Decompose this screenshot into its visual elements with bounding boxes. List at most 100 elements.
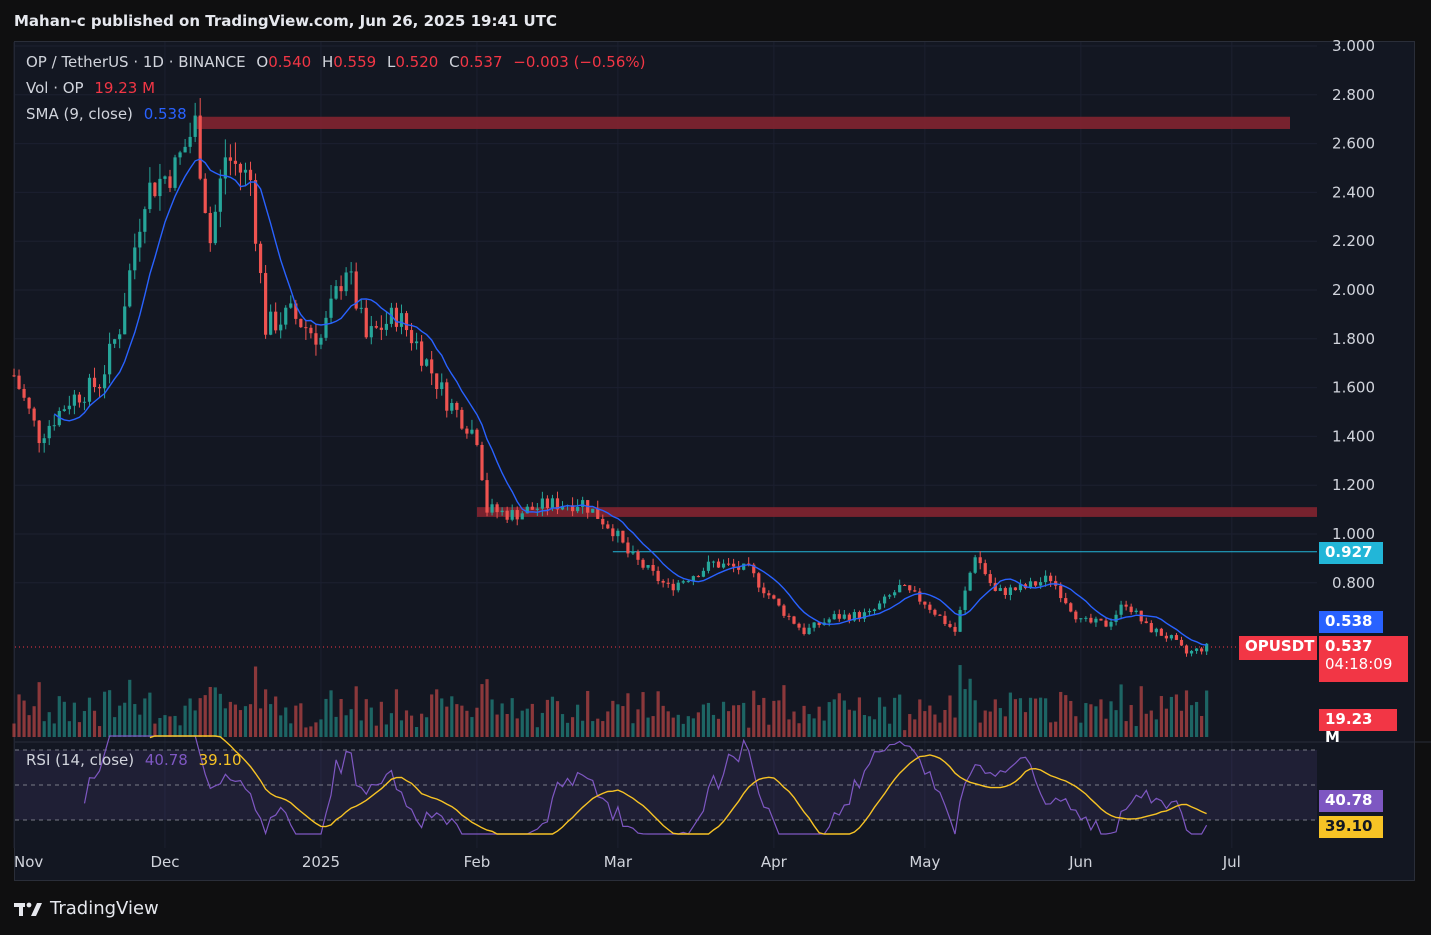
volume-bar [309,726,313,737]
candle-body [661,580,665,583]
candle-body [379,327,383,330]
candle-body [435,373,439,390]
candle-body [1028,581,1033,589]
volume-bar [1054,721,1058,737]
legend-h-label: H [321,53,334,71]
volume-bar [1064,695,1068,737]
candle-body [591,508,595,513]
volume-bar [616,704,620,737]
volume-bar [550,696,555,737]
candle-body [475,429,479,445]
price-tick-label: 2.600 [1332,135,1375,153]
volume-bar [399,720,404,737]
resistance-zone [195,116,1291,129]
candle-body [173,157,177,188]
candle-body [772,595,776,599]
legend-sma-row[interactable]: SMA (9, close) 0.538 [26,105,187,123]
candle-body [1200,648,1204,652]
candle-body [409,330,414,344]
candle-body [520,513,524,520]
volume-bar [324,698,328,737]
volume-bar [535,727,539,737]
candle-body [253,180,258,244]
candle-body [555,498,560,510]
volume-bar [928,705,932,737]
volume-bar [636,709,640,737]
volume-bar [495,714,499,737]
candle-body [1033,581,1038,586]
volume-bar [440,698,444,737]
tradingview-brand-text: TradingView [50,898,159,919]
rsi-line-path [83,735,1208,836]
candle-body [102,374,107,389]
candle-body [777,598,781,606]
candle-body [882,596,887,604]
sma-line [53,158,1207,646]
volume-bar [329,690,333,737]
candle-body [681,581,685,583]
volume-bar [787,719,791,737]
candle-body [802,627,806,634]
volume-bar [490,699,494,737]
legend-symbol[interactable]: OP / TetherUS · 1D · BINANCE [26,53,246,71]
candle-body [711,561,716,563]
volume-bar [92,710,97,737]
candle-body [1149,623,1153,633]
candle-body [42,438,46,444]
legend-sma-label[interactable]: SMA (9, close) [26,105,133,123]
time-tick-label: Apr [761,853,788,871]
volume-bar [87,697,92,737]
legend-vol-value: 19.23 M [94,79,156,97]
candle-body [228,157,232,161]
candle-body [1119,604,1123,615]
volume-bar [1084,703,1088,737]
candle-body [324,317,328,338]
candle-body [319,337,323,345]
volume-bar [515,718,519,737]
candle-body [193,115,197,137]
chart-frame[interactable] [14,41,1415,881]
candle-body [1044,575,1048,583]
volume-bar [666,711,670,737]
candle-body [430,359,434,374]
candle-body [550,498,555,508]
candle-body [470,429,474,434]
volume-bar [691,718,695,737]
volume-bar [299,703,303,737]
volume-bar [143,698,147,737]
legend-volume-row[interactable]: Vol · OP 19.23 M [26,79,155,97]
volume-bar [812,718,816,737]
level-price-tag: 0.927 [1319,542,1383,564]
volume-bar [792,711,796,737]
legend-rsi-row[interactable]: RSI (14, close) 40.78 39.10 [26,751,242,769]
volume-bar [470,717,474,737]
candle-body [877,603,882,610]
volume-bar [394,689,399,737]
symbol-tag[interactable]: OPUSDT [1239,636,1317,660]
legend-rsi-label[interactable]: RSI (14, close) [26,751,135,769]
tradingview-brand[interactable]: TradingView [14,898,159,919]
volume-bar [1139,686,1143,737]
rsi-price-tag: 40.78 [1319,790,1383,812]
volume-bar [178,725,182,737]
candle-body [440,382,444,390]
volume-bar [696,712,700,737]
candle-body [67,405,71,410]
volume-bar [706,702,711,737]
candle-body [394,307,399,327]
candle-body [641,559,645,568]
candle-body [1049,575,1053,582]
price-tick-label: 2.000 [1332,281,1375,299]
candle-body [264,273,268,335]
candle-body [354,271,358,309]
volume-bar [570,717,575,737]
candle-body [505,510,509,520]
legend-symbol-row[interactable]: OP / TetherUS · 1D · BINANCE O0.540 H0.5… [26,53,646,71]
candle-body [269,311,273,335]
candle-body [414,341,419,344]
legend-vol-label[interactable]: Vol · OP [26,79,84,97]
volume-bar [963,689,967,737]
time-tick-label: Feb [464,853,491,871]
volume-bar [1144,713,1148,737]
